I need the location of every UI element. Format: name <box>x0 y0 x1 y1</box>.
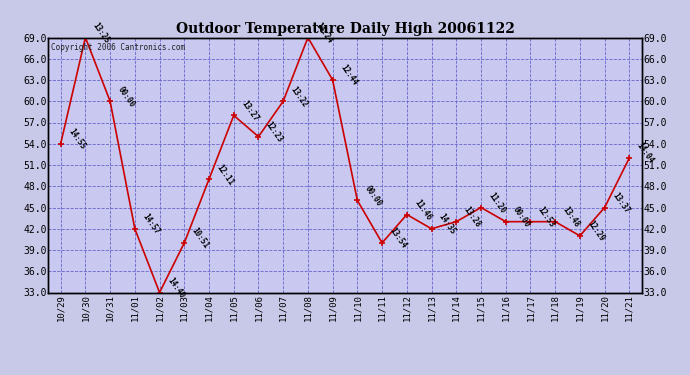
Text: 12:29: 12:29 <box>585 219 606 243</box>
Text: 13:25: 13:25 <box>91 21 112 45</box>
Text: 14:35: 14:35 <box>437 212 457 236</box>
Text: 13:37: 13:37 <box>610 191 631 215</box>
Text: 14:55: 14:55 <box>66 127 87 151</box>
Title: Outdoor Temperature Daily High 20061122: Outdoor Temperature Daily High 20061122 <box>175 22 515 36</box>
Text: 12:53: 12:53 <box>536 205 557 229</box>
Text: 12:11: 12:11 <box>215 163 235 187</box>
Text: 13:27: 13:27 <box>239 99 260 123</box>
Text: 13:48: 13:48 <box>561 205 582 229</box>
Text: 14:24: 14:24 <box>313 21 334 45</box>
Text: 12:44: 12:44 <box>338 63 359 87</box>
Text: 14:04: 14:04 <box>635 141 656 165</box>
Text: 14:40: 14:40 <box>165 276 186 300</box>
Text: 13:22: 13:22 <box>288 85 309 109</box>
Text: 13:28: 13:28 <box>462 205 482 229</box>
Text: 00:00: 00:00 <box>116 85 137 109</box>
Text: 11:20: 11:20 <box>486 191 507 215</box>
Text: 00:00: 00:00 <box>363 184 384 208</box>
Text: Copyright 2006 Cantronics.com: Copyright 2006 Cantronics.com <box>51 43 186 52</box>
Text: 00:00: 00:00 <box>511 205 532 229</box>
Text: 14:57: 14:57 <box>140 212 161 236</box>
Text: 11:46: 11:46 <box>413 198 433 222</box>
Text: 13:54: 13:54 <box>388 226 408 251</box>
Text: 10:51: 10:51 <box>190 226 210 251</box>
Text: 12:23: 12:23 <box>264 120 285 144</box>
